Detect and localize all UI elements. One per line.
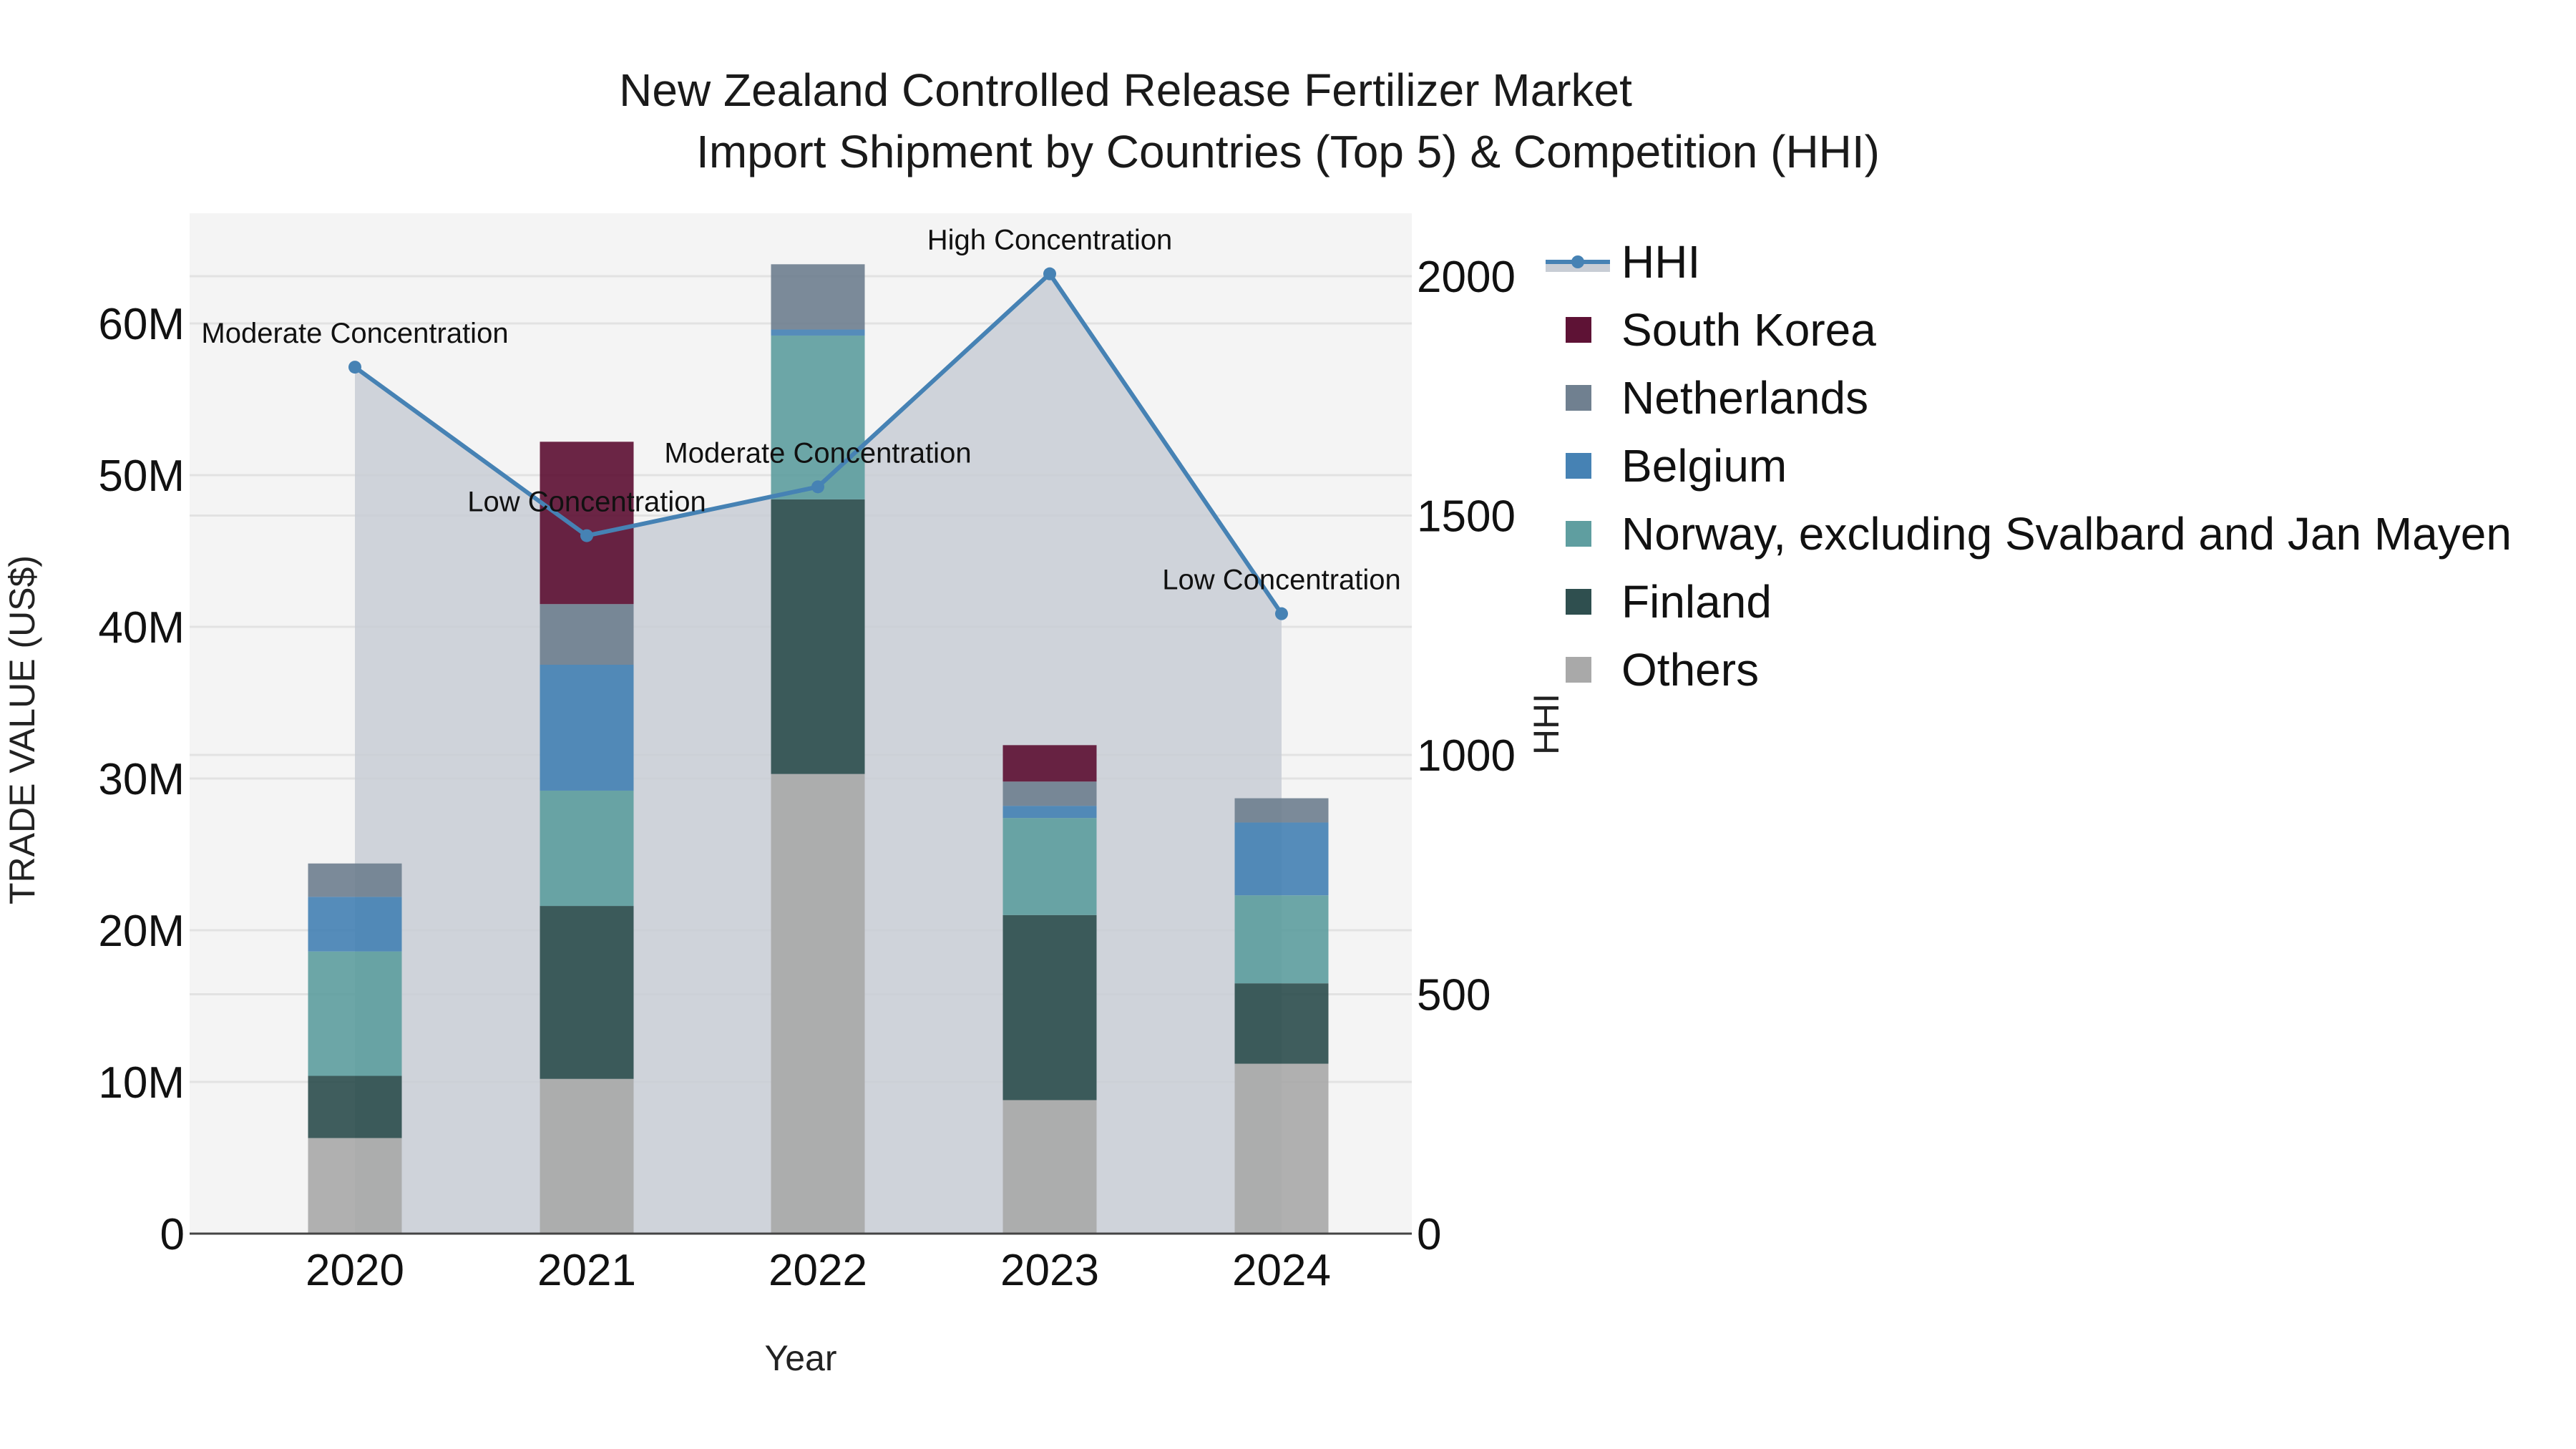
bar-segment[interactable] xyxy=(540,1078,634,1234)
legend-label: Others xyxy=(1621,644,1759,696)
y2-tick-label: 0 xyxy=(1417,1210,1441,1259)
legend-item[interactable]: Belgium xyxy=(1566,440,1787,492)
bar-segment[interactable] xyxy=(540,665,634,791)
legend-item[interactable]: Finland xyxy=(1566,576,1772,628)
bar-stack-2023[interactable] xyxy=(1002,745,1097,1234)
bar-segment[interactable] xyxy=(771,499,865,774)
y2-tick-label: 1000 xyxy=(1417,731,1516,781)
bar-segment[interactable] xyxy=(771,264,865,330)
legend-label: Belgium xyxy=(1621,440,1787,492)
bar-segment[interactable] xyxy=(1234,983,1329,1064)
y2-tick-label: 500 xyxy=(1417,971,1491,1020)
legend-label: Norway, excluding Svalbard and Jan Mayen xyxy=(1621,508,2512,560)
y-axis-ticks: 0 10M 20M 30M 40M 50M 60M xyxy=(98,300,185,1259)
bar-segment[interactable] xyxy=(540,906,634,1079)
legend-item[interactable]: Others xyxy=(1566,644,1759,696)
bar-stack-2020[interactable] xyxy=(308,863,402,1234)
legend: HHI South Korea Netherlands Belgium Norway, … xyxy=(1546,236,2512,696)
bar-segment[interactable] xyxy=(308,863,402,897)
x-tick-label: 2022 xyxy=(769,1246,867,1295)
y2-tick-label: 1500 xyxy=(1417,492,1516,542)
legend-swatch-icon xyxy=(1566,317,1591,343)
bar-stack-2021[interactable] xyxy=(540,441,634,1234)
legend-label: Netherlands xyxy=(1621,372,1868,424)
bar-segment[interactable] xyxy=(308,1075,402,1138)
bar-segment[interactable] xyxy=(308,897,402,952)
bar-segment[interactable] xyxy=(1234,1063,1329,1234)
x-axis-title: Year xyxy=(764,1338,836,1378)
legend-marker-icon xyxy=(1571,255,1584,268)
legend-item[interactable]: South Korea xyxy=(1566,304,1876,356)
hhi-marker[interactable] xyxy=(348,361,361,374)
bar-segment[interactable] xyxy=(1234,822,1329,896)
y2-tick-label: 2000 xyxy=(1417,253,1516,302)
bar-segment[interactable] xyxy=(1002,914,1097,1101)
bar-segment[interactable] xyxy=(1234,895,1329,984)
legend-swatch-icon xyxy=(1566,453,1591,479)
bar-segment[interactable] xyxy=(1002,806,1097,819)
legend-item[interactable]: HHI xyxy=(1546,236,1700,288)
x-tick-label: 2020 xyxy=(306,1246,404,1295)
stacked-bars xyxy=(308,264,1329,1234)
hhi-line xyxy=(348,267,1288,620)
x-tick-label: 2023 xyxy=(1000,1246,1099,1295)
legend-label: Finland xyxy=(1621,576,1772,628)
y-tick-label: 20M xyxy=(98,907,185,956)
y-tick-label: 10M xyxy=(98,1058,185,1108)
bar-segment[interactable] xyxy=(771,335,865,499)
legend-swatch-icon xyxy=(1566,589,1591,615)
bar-segment[interactable] xyxy=(1002,1100,1097,1234)
bar-segment[interactable] xyxy=(540,441,634,605)
legend-label: HHI xyxy=(1621,236,1700,288)
bar-segment[interactable] xyxy=(1002,745,1097,782)
y-tick-label: 30M xyxy=(98,755,185,804)
bar-segment[interactable] xyxy=(308,951,402,1076)
chart-title: New Zealand Controlled Release Fertilize… xyxy=(619,64,1632,116)
bar-segment[interactable] xyxy=(540,790,634,907)
hhi-annotation: Low Concentration xyxy=(1162,565,1401,596)
bar-stack-2024[interactable] xyxy=(1234,798,1329,1234)
legend-label: South Korea xyxy=(1621,304,1876,356)
hhi-annotation: High Concentration xyxy=(927,225,1172,256)
hhi-marker[interactable] xyxy=(580,529,593,542)
bar-segment[interactable] xyxy=(771,774,865,1234)
y2-axis-title: HHI xyxy=(1526,693,1566,755)
x-tick-label: 2024 xyxy=(1232,1246,1331,1295)
x-axis-ticks: 2020 2021 2022 2023 2024 xyxy=(306,1246,1331,1295)
y-axis-title: TRADE VALUE (US$) xyxy=(2,555,42,904)
y2-axis-ticks: 0 500 1000 1500 2000 xyxy=(1417,253,1516,1259)
bar-stack-2022[interactable] xyxy=(771,264,865,1234)
legend-swatch-icon xyxy=(1566,385,1591,411)
bar-segment[interactable] xyxy=(308,1138,402,1234)
y-tick-label: 60M xyxy=(98,300,185,349)
hhi-annotation: Low Concentration xyxy=(467,487,706,518)
legend-item[interactable]: Netherlands xyxy=(1566,372,1868,424)
bar-segment[interactable] xyxy=(540,604,634,665)
hhi-annotation: Moderate Concentration xyxy=(201,318,508,349)
y-tick-label: 0 xyxy=(160,1210,185,1259)
x-tick-label: 2021 xyxy=(537,1246,636,1295)
legend-item[interactable]: Norway, excluding Svalbard and Jan Mayen xyxy=(1566,508,2512,560)
bar-segment[interactable] xyxy=(1002,818,1097,915)
hhi-annotations: Moderate Concentration Low Concentration M… xyxy=(201,225,1400,596)
bar-segment[interactable] xyxy=(771,329,865,336)
legend-swatch-icon xyxy=(1566,657,1591,683)
hhi-marker[interactable] xyxy=(1275,607,1288,620)
hhi-marker[interactable] xyxy=(811,480,824,494)
y-tick-label: 40M xyxy=(98,603,185,653)
chart-subtitle: Import Shipment by Countries (Top 5) & C… xyxy=(696,126,1880,177)
bar-segment[interactable] xyxy=(1234,798,1329,823)
y-tick-label: 50M xyxy=(98,452,185,501)
legend-swatch-icon xyxy=(1566,521,1591,547)
bar-segment[interactable] xyxy=(1002,781,1097,806)
hhi-annotation: Moderate Concentration xyxy=(664,437,971,469)
hhi-marker[interactable] xyxy=(1043,267,1056,280)
